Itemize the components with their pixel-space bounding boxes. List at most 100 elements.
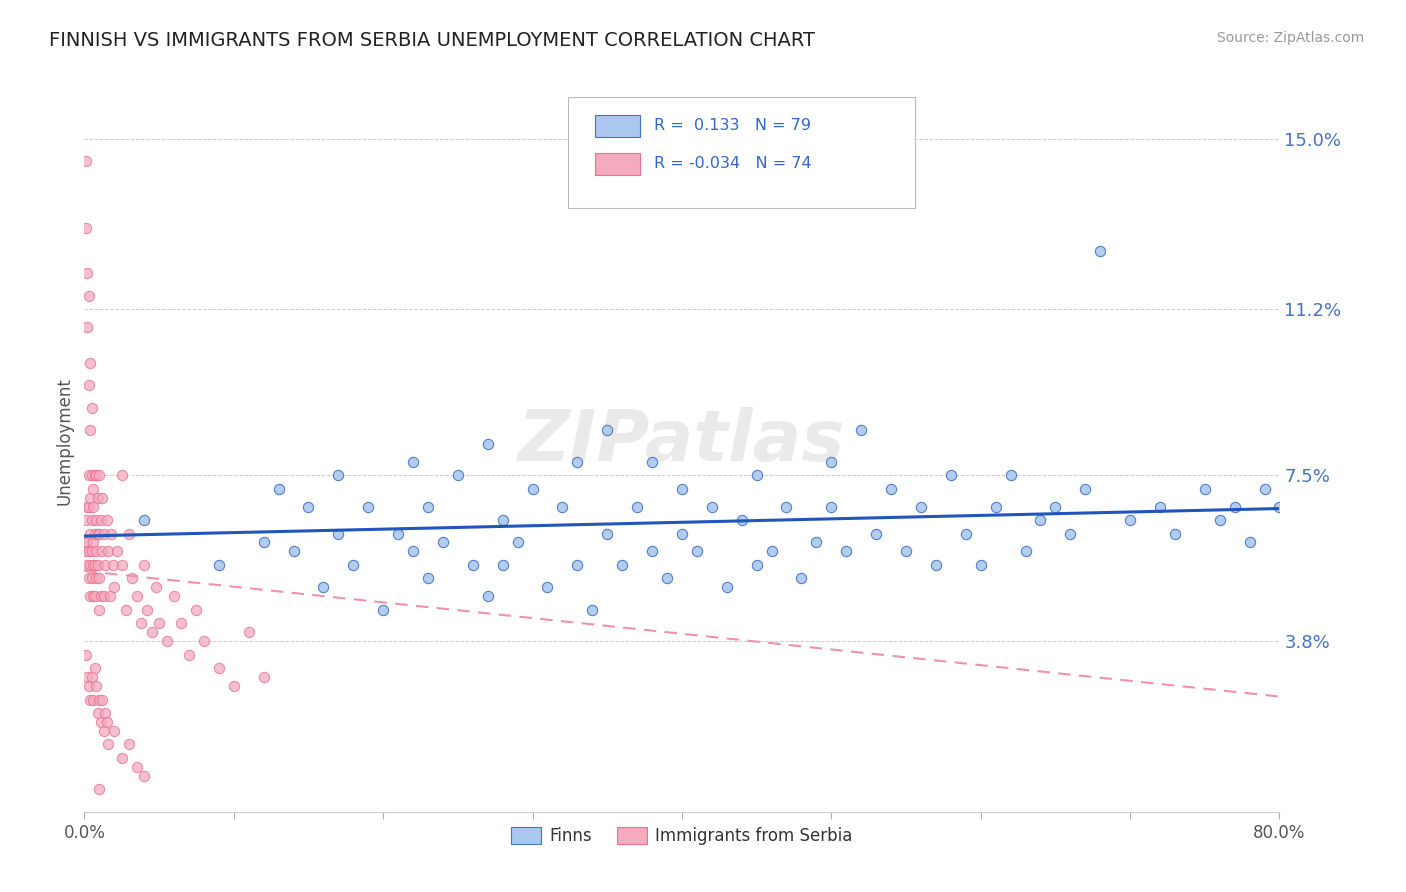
Point (506, 535, 529, 549)
Point (222, 679, 245, 693)
Point (82, 692, 104, 706)
Point (79, 590, 101, 604)
Text: FINNISH VS IMMIGRANTS FROM SERBIA UNEMPLOYMENT CORRELATION CHART: FINNISH VS IMMIGRANTS FROM SERBIA UNEMPL… (49, 31, 815, 50)
Legend: Finns, Immigrants from Serbia: Finns, Immigrants from Serbia (505, 820, 859, 852)
Point (1239, 535, 1261, 549)
Point (461, 558, 484, 572)
Point (626, 500, 648, 514)
Point (373, 603, 395, 617)
Point (111, 558, 134, 572)
Point (86, 468, 108, 483)
Point (170, 616, 193, 631)
Point (1059, 526, 1081, 541)
Point (155, 634, 177, 648)
Point (75, 221, 97, 235)
Point (89, 526, 111, 541)
Point (686, 544, 709, 558)
Point (80, 670, 103, 684)
Point (77, 468, 100, 483)
Point (79, 491, 101, 505)
Point (94, 558, 117, 572)
Point (96, 513, 118, 527)
Point (432, 535, 454, 549)
Point (641, 455, 664, 469)
Point (82, 482, 104, 496)
Point (80, 468, 103, 483)
Point (984, 500, 1007, 514)
Point (655, 571, 678, 585)
Point (82, 558, 104, 572)
Y-axis label: Unemployment: Unemployment (55, 377, 73, 506)
Point (87, 706, 110, 720)
Point (87, 526, 110, 541)
Point (193, 634, 215, 648)
Point (76, 535, 98, 549)
Point (387, 526, 409, 541)
Point (612, 558, 634, 572)
Point (416, 571, 439, 585)
Point (97, 738, 120, 752)
Point (297, 500, 319, 514)
Point (925, 558, 948, 572)
Point (283, 544, 305, 558)
FancyBboxPatch shape (595, 115, 640, 137)
Point (145, 580, 167, 594)
Point (596, 526, 619, 541)
Point (79, 356, 101, 370)
Point (83, 468, 105, 483)
Point (141, 625, 163, 640)
Point (101, 558, 124, 572)
Point (880, 482, 903, 496)
Point (894, 544, 917, 558)
Point (775, 500, 797, 514)
Point (671, 482, 693, 496)
Text: Source: ZipAtlas.com: Source: ZipAtlas.com (1216, 31, 1364, 45)
Point (492, 513, 515, 527)
Point (75, 648, 97, 662)
Point (1268, 500, 1291, 514)
Point (86, 679, 108, 693)
Point (80, 544, 103, 558)
Point (1223, 500, 1246, 514)
Point (641, 544, 664, 558)
Point (91, 491, 114, 505)
Point (1045, 500, 1067, 514)
Point (83, 526, 105, 541)
Point (1164, 526, 1187, 541)
Point (328, 526, 350, 541)
Point (1074, 482, 1097, 496)
Point (163, 590, 186, 604)
Point (567, 455, 589, 469)
Point (77, 289, 100, 303)
Point (186, 603, 208, 617)
Point (745, 558, 768, 572)
Point (76, 670, 98, 684)
Point (98, 590, 121, 604)
Point (89, 603, 111, 617)
Point (111, 468, 134, 483)
Point (96, 714, 118, 729)
Point (402, 455, 425, 469)
Point (447, 468, 470, 483)
FancyBboxPatch shape (595, 153, 640, 175)
Point (111, 751, 134, 765)
Point (76, 320, 98, 334)
Point (1209, 513, 1232, 527)
Point (267, 482, 290, 496)
Point (342, 558, 364, 572)
Point (93, 526, 115, 541)
Point (865, 526, 887, 541)
Point (522, 482, 544, 496)
Point (125, 760, 148, 774)
Point (90, 590, 112, 604)
Text: R =  0.133   N = 79: R = 0.133 N = 79 (654, 118, 811, 133)
Point (477, 437, 499, 451)
Point (745, 468, 768, 483)
Point (75, 154, 97, 169)
Point (82, 590, 104, 604)
Point (86, 513, 108, 527)
Point (89, 571, 111, 585)
Point (671, 526, 693, 541)
Point (1194, 482, 1216, 496)
Point (103, 580, 125, 594)
